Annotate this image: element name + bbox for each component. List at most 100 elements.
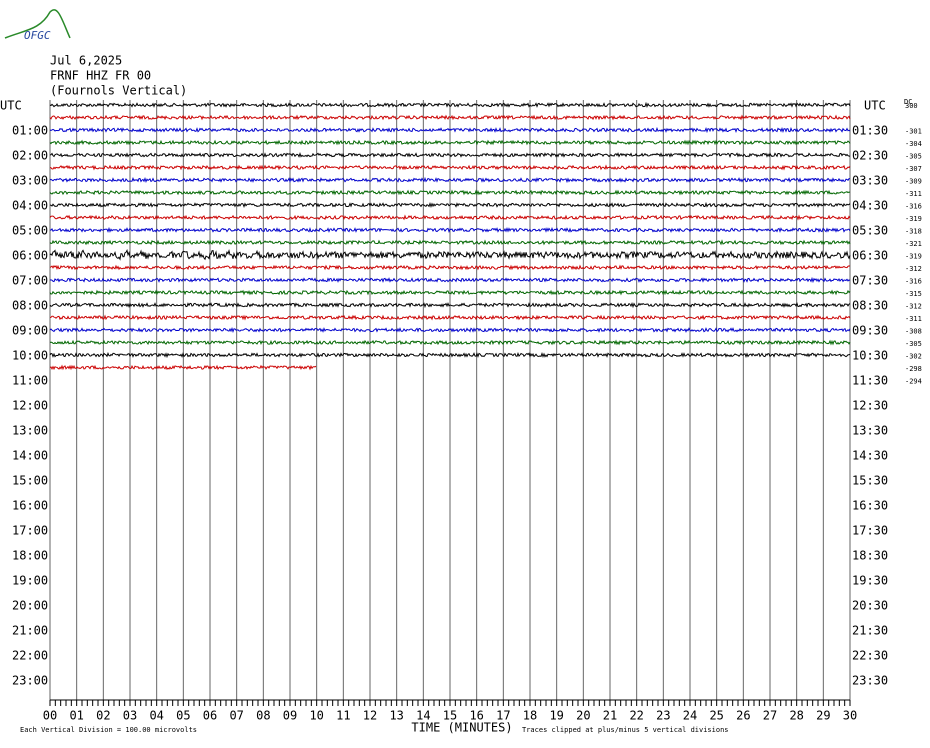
x-tick-label: 05: [176, 709, 190, 723]
logo-text: OFGC: [24, 29, 51, 42]
date: Jul 6,2025: [50, 54, 122, 68]
trace: [49, 226, 851, 233]
trace: [49, 239, 851, 246]
right-time-label: 10:30: [852, 349, 888, 363]
left-time-label: 18:00: [12, 549, 48, 563]
left-time-label: 01:00: [12, 124, 48, 138]
dc-offset: -311: [905, 315, 922, 323]
trace: [49, 339, 851, 346]
x-tick-label: 22: [629, 709, 643, 723]
left-time-label: 20:00: [12, 599, 48, 613]
dc-offset: -319: [905, 253, 922, 261]
dc-offset: -312: [905, 265, 922, 273]
right-time-label: 03:30: [852, 174, 888, 188]
trace: [49, 139, 851, 146]
dc-offset: -301: [905, 128, 922, 136]
right-time-label: 19:30: [852, 574, 888, 588]
left-time-label: 03:00: [12, 174, 48, 188]
trace: [49, 248, 851, 261]
trace: [49, 201, 851, 209]
right-time-label: 21:30: [852, 624, 888, 638]
x-tick-label: 02: [96, 709, 110, 723]
x-tick-label: 10: [309, 709, 323, 723]
left-time-label: 11:00: [12, 374, 48, 388]
dc-offset: -319: [905, 215, 922, 223]
dc-offset: -316: [905, 203, 922, 211]
x-tick-label: 12: [363, 709, 377, 723]
trace: [49, 126, 851, 134]
right-time-label: 05:30: [852, 224, 888, 238]
x-tick-label: 13: [389, 709, 403, 723]
trace: [49, 289, 851, 296]
left-time-label: 13:00: [12, 424, 48, 438]
trace: [49, 276, 851, 284]
x-tick-label: 21: [603, 709, 617, 723]
left-time-label: 07:00: [12, 274, 48, 288]
right-time-label: 23:30: [852, 674, 888, 688]
trace: [49, 214, 851, 221]
left-time-label: 05:00: [12, 224, 48, 238]
left-time-label: 14:00: [12, 449, 48, 463]
dc-offset: -305: [905, 153, 922, 161]
left-time-label: 22:00: [12, 649, 48, 663]
right-time-label: 22:30: [852, 649, 888, 663]
x-tick-label: 24: [683, 709, 697, 723]
right-time-label: 06:30: [852, 249, 888, 263]
trace: [49, 176, 851, 184]
x-tick-label: 28: [789, 709, 803, 723]
left-time-label: 02:00: [12, 149, 48, 163]
x-tick-label: 01: [69, 709, 83, 723]
right-time-label: 12:30: [852, 399, 888, 413]
right-time-label: 15:30: [852, 474, 888, 488]
right-time-label: 13:30: [852, 424, 888, 438]
left-time-label: 15:00: [12, 474, 48, 488]
x-tick-label: 19: [549, 709, 563, 723]
dc-offset: -302: [905, 353, 922, 361]
dc-offset: -311: [905, 190, 922, 198]
dc-offset: -321: [905, 240, 922, 248]
x-tick-label: 08: [256, 709, 270, 723]
x-tick-label: 03: [123, 709, 137, 723]
x-tick-label: 30: [843, 709, 857, 723]
left-time-label: 04:00: [12, 199, 48, 213]
left-time-label: 23:00: [12, 674, 48, 688]
x-tick-label: 29: [816, 709, 830, 723]
x-tick-label: 18: [523, 709, 537, 723]
trace: [49, 101, 851, 109]
left-time-label: 16:00: [12, 499, 48, 513]
right-time-label: 01:30: [852, 124, 888, 138]
location: (Fournols Vertical): [50, 84, 187, 98]
trace: [49, 351, 851, 359]
x-tick-label: 04: [149, 709, 163, 723]
right-time-label: 04:30: [852, 199, 888, 213]
trace: [49, 264, 851, 271]
trace: [49, 327, 851, 334]
right-time-label: 18:30: [852, 549, 888, 563]
left-time-label: 09:00: [12, 324, 48, 338]
dc-offset: 300: [905, 102, 918, 110]
left-time-label: 21:00: [12, 624, 48, 638]
x-tick-label: 17: [496, 709, 510, 723]
dc-offset: -307: [905, 165, 922, 173]
trace: [49, 164, 851, 171]
x-tick-label: 00: [43, 709, 57, 723]
dc-offset: -304: [905, 140, 922, 148]
dc-offset: -309: [905, 178, 922, 186]
left-time-label: 17:00: [12, 524, 48, 538]
clip-note: Traces clipped at plus/minus 5 vertical …: [522, 726, 729, 734]
trace: [49, 114, 851, 121]
logo-mark: [4, 9, 71, 39]
x-tick-label: 11: [336, 709, 350, 723]
dc-offset: -308: [905, 328, 922, 336]
right-time-label: 14:30: [852, 449, 888, 463]
x-tick-label: 06: [203, 709, 217, 723]
x-tick-label: 25: [709, 709, 723, 723]
dc-offset: -315: [905, 290, 922, 298]
dc-offset: -312: [905, 303, 922, 311]
x-tick-label: 15: [443, 709, 457, 723]
left-time-label: 08:00: [12, 299, 48, 313]
trace: [49, 152, 851, 159]
left-time-label: 06:00: [12, 249, 48, 263]
trace: [49, 189, 851, 196]
